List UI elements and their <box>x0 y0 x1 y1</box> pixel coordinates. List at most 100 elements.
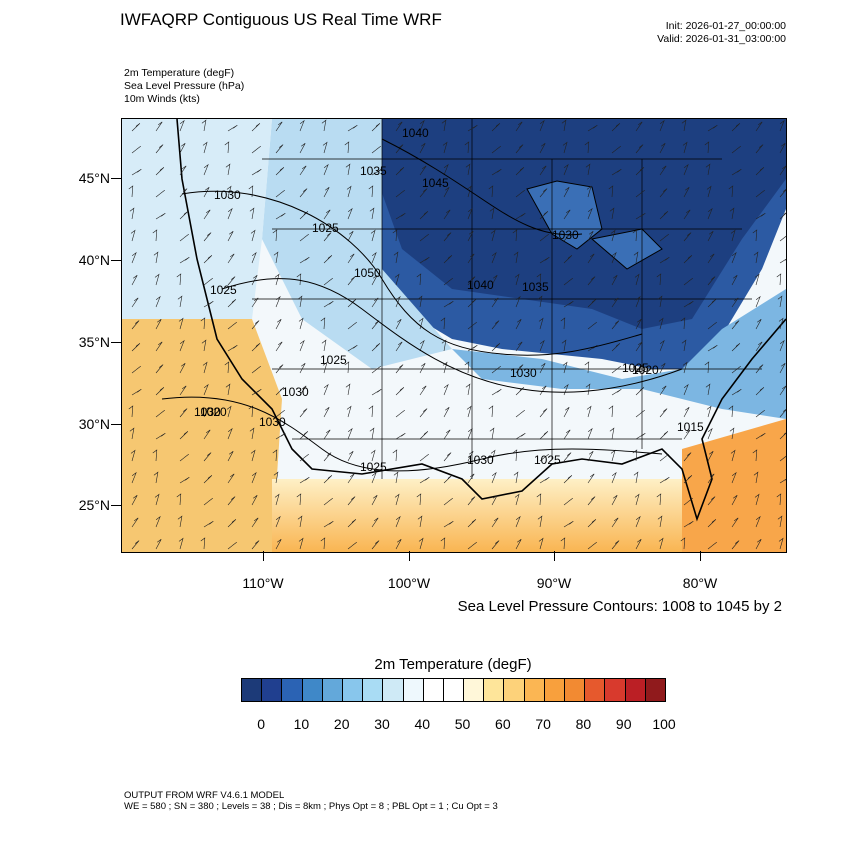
wind-barb <box>203 520 214 528</box>
wind-barb <box>416 493 422 506</box>
wind-barb <box>443 452 452 462</box>
wind-barb <box>275 295 281 308</box>
wind-barb <box>418 537 424 550</box>
isobar-labels: 1040 1035 1045 1030 1025 1030 1025 1050 1040 1035… <box>194 126 704 474</box>
wind-barb <box>656 493 662 506</box>
wind-barb <box>227 427 233 440</box>
wind-barb <box>419 431 429 440</box>
wind-barb <box>129 427 135 440</box>
lat-label: 45°N <box>78 170 110 186</box>
wind-barb <box>587 427 593 440</box>
wind-barb <box>419 119 425 132</box>
wind-barb <box>321 339 327 352</box>
wind-barb <box>179 233 189 242</box>
wind-barb <box>200 537 206 550</box>
wind-barb <box>395 319 402 330</box>
wind-barb <box>539 165 547 176</box>
wind-barb <box>706 405 712 418</box>
wind-barb <box>467 253 475 264</box>
wind-barb <box>392 449 398 462</box>
wind-barb <box>587 496 596 506</box>
wind-barb <box>611 297 619 308</box>
wind-barb <box>440 537 446 550</box>
wind-barb <box>419 363 426 374</box>
wind-barb <box>755 189 765 198</box>
wind-barb <box>179 363 186 374</box>
wind-barb <box>635 189 645 198</box>
wind-barb <box>563 255 573 264</box>
wind-barb <box>346 405 352 418</box>
colorbar-swatch <box>464 679 485 701</box>
wind-barb <box>395 387 405 396</box>
wind-barb <box>611 343 621 352</box>
wind-barb <box>634 493 640 506</box>
wind-barb <box>298 537 304 550</box>
wind-barb <box>225 383 231 396</box>
wind-barb <box>539 453 549 462</box>
isobar-label: 1020 <box>632 363 659 377</box>
wind-barb <box>728 185 734 198</box>
wind-barb <box>731 388 742 396</box>
wind-barb <box>608 405 614 418</box>
wind-barb <box>467 124 478 132</box>
wind-barb <box>251 251 257 264</box>
lon-tick <box>409 551 410 561</box>
wind-barb <box>659 408 668 418</box>
wind-barb <box>635 432 646 440</box>
wind-barb <box>683 163 689 176</box>
wind-barb <box>731 123 741 132</box>
wind-barb <box>347 473 355 484</box>
wind-barb <box>467 427 473 440</box>
wind-barb <box>273 251 279 264</box>
wind-barb <box>152 229 158 242</box>
wind-barb <box>176 493 182 506</box>
wind-barb <box>539 256 550 264</box>
wind-barb <box>368 185 374 198</box>
isobar-label: 1050 <box>354 266 381 280</box>
wind-barb <box>152 449 158 462</box>
wind-barb <box>323 452 332 462</box>
wind-barb <box>488 405 494 418</box>
wind-barb <box>419 233 429 242</box>
wind-barb <box>371 388 382 396</box>
lat-label: 35°N <box>78 334 110 350</box>
wind-barb <box>395 144 404 154</box>
wind-barb <box>323 407 330 418</box>
wind-barb <box>275 515 281 528</box>
wind-barb <box>515 319 522 330</box>
wind-barb <box>563 300 574 308</box>
wind-barb <box>491 471 497 484</box>
wind-barb <box>227 253 235 264</box>
wind-barb <box>179 211 189 220</box>
isobar-label: 1035 <box>522 280 549 294</box>
wind-barb <box>466 405 472 418</box>
wind-barb <box>323 232 332 242</box>
wind-barb <box>155 167 165 176</box>
wind-barb <box>393 471 399 484</box>
wind-barb <box>611 495 618 506</box>
wind-barb <box>611 540 620 550</box>
isobar-label: 1030 <box>259 415 286 429</box>
wind-barb <box>779 258 786 264</box>
colorbar-swatch <box>645 679 665 701</box>
wind-barb <box>443 497 453 506</box>
wind-barb <box>539 119 545 132</box>
wind-barb <box>227 124 238 132</box>
cool-west-region <box>262 119 452 369</box>
wind-barb <box>635 167 645 176</box>
wind-barb <box>419 165 427 176</box>
wind-barb <box>227 496 236 506</box>
wind-barb <box>203 300 214 308</box>
wind-barb <box>659 385 667 396</box>
wind-barb <box>203 497 213 506</box>
wind-barb <box>203 232 212 242</box>
wind-barb <box>731 275 738 286</box>
wind-barb <box>728 405 734 418</box>
wind-barb <box>731 517 739 528</box>
wind-barb <box>224 361 230 374</box>
atlantic-warm-region <box>682 419 786 552</box>
wind-barb <box>443 187 450 198</box>
wind-barb <box>658 317 664 330</box>
wind-barb <box>659 453 669 462</box>
wind-barb <box>683 497 693 506</box>
